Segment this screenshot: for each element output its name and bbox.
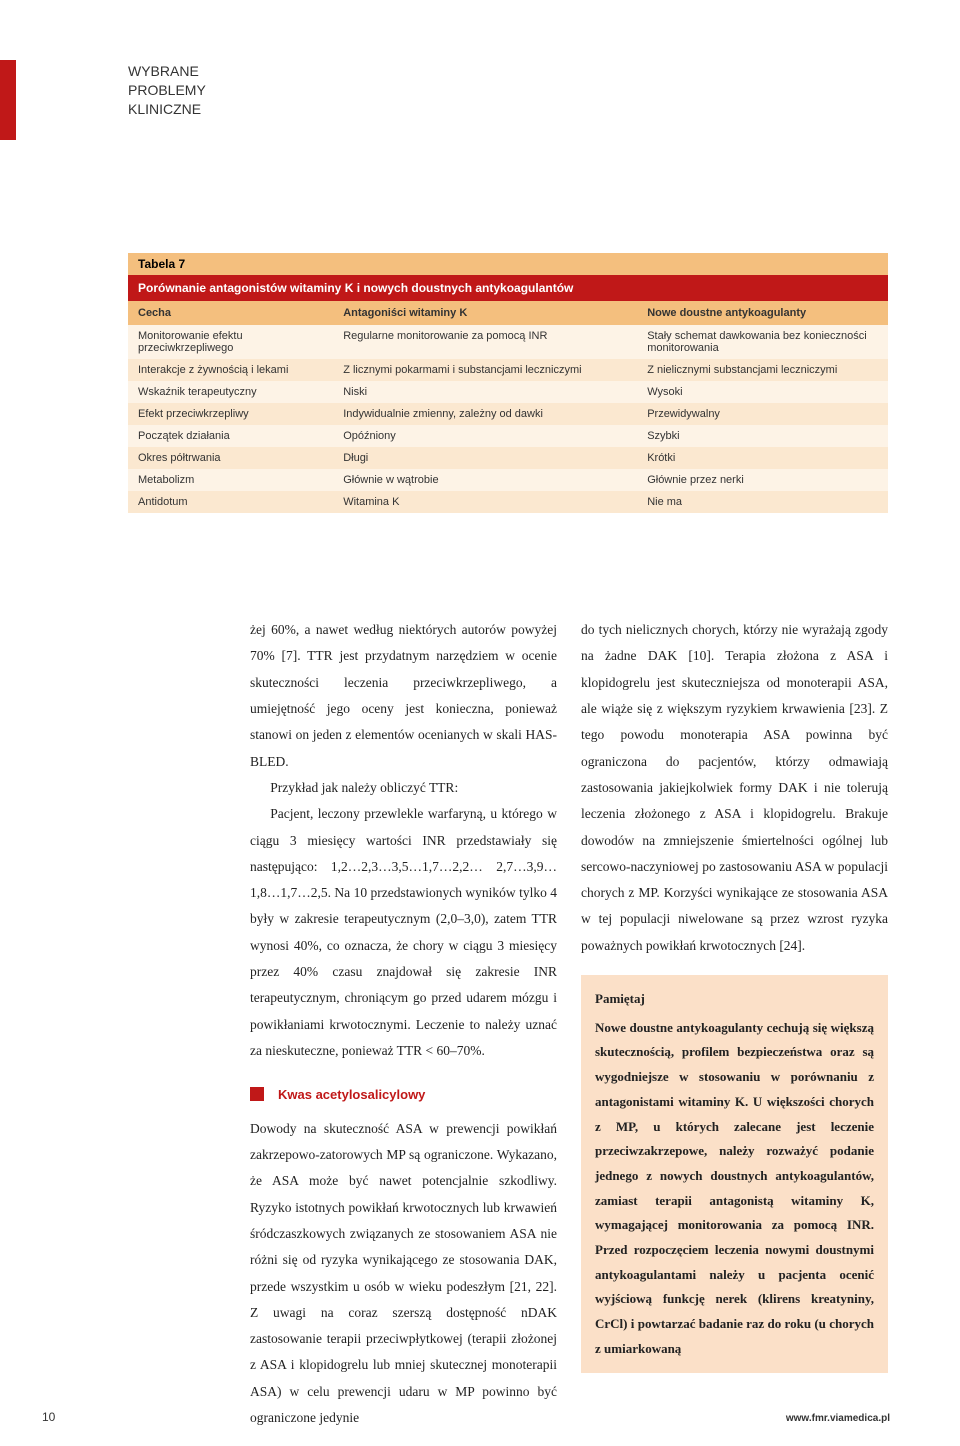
table-col-header: Cecha — [128, 301, 333, 325]
body-paragraph: Przykład jak należy obliczyć TTR: — [250, 775, 557, 801]
table-cell: Z nielicznymi substancjami leczniczymi — [637, 359, 888, 381]
table-col-header: Antagoniści witaminy K — [333, 301, 637, 325]
header-line-2: PROBLEMY — [128, 81, 206, 100]
table-header-row: Cecha Antagoniści witaminy K Nowe doustn… — [128, 301, 888, 325]
table-cell: Nie ma — [637, 491, 888, 513]
table-cell: Długi — [333, 447, 637, 469]
table-row: Wskaźnik terapeutycznyNiskiWysoki — [128, 381, 888, 403]
table-row: Początek działaniaOpóźnionySzybki — [128, 425, 888, 447]
table-cell: Okres półtrwania — [128, 447, 333, 469]
body-paragraph: do tych nielicznych chorych, którzy nie … — [581, 617, 888, 959]
table-cell: Regularne monitorowanie za pomocą INR — [333, 325, 637, 359]
table-cell: Głównie przez nerki — [637, 469, 888, 491]
table-cell: Niski — [333, 381, 637, 403]
table-cell: Stały schemat dawkowania bez koniecznośc… — [637, 325, 888, 359]
remember-body: Nowe doustne antykoagulanty cechują się … — [595, 1020, 874, 1356]
table-cell: Wskaźnik terapeutyczny — [128, 381, 333, 403]
header-line-1: WYBRANE — [128, 62, 206, 81]
section-header: WYBRANE PROBLEMY KLINICZNE — [128, 62, 206, 119]
accent-bar — [0, 60, 16, 140]
table-col-header: Nowe doustne antykoagulanty — [637, 301, 888, 325]
table-cell: Antidotum — [128, 491, 333, 513]
table-row: Interakcje z żywnością i lekamiZ licznym… — [128, 359, 888, 381]
table-cell: Indywidualnie zmienny, zależny od dawki — [333, 403, 637, 425]
table-cell: Metabolizm — [128, 469, 333, 491]
table-row: MetabolizmGłównie w wątrobieGłównie prze… — [128, 469, 888, 491]
comparison-table: Cecha Antagoniści witaminy K Nowe doustn… — [128, 301, 888, 513]
table-cell: Przewidywalny — [637, 403, 888, 425]
table-row: AntidotumWitamina KNie ma — [128, 491, 888, 513]
table-label: Tabela 7 — [128, 253, 888, 275]
table-cell: Efekt przeciwkrzepliwy — [128, 403, 333, 425]
footer-url: www.fmr.viamedica.pl — [786, 1413, 890, 1424]
table-cell: Wysoki — [637, 381, 888, 403]
body-col-right: do tych nielicznych chorych, którzy nie … — [581, 617, 888, 1431]
table-cell: Interakcje z żywnością i lekami — [128, 359, 333, 381]
table-cell: Początek działania — [128, 425, 333, 447]
table-row: Efekt przeciwkrzepliwyIndywidualnie zmie… — [128, 403, 888, 425]
table-cell: Monitorowanie efektu przeciwkrzepliwego — [128, 325, 333, 359]
table-cell: Opóźniony — [333, 425, 637, 447]
table-cell: Szybki — [637, 425, 888, 447]
table-cell: Z licznymi pokarmami i substancjami lecz… — [333, 359, 637, 381]
header-line-3: KLINICZNE — [128, 100, 206, 119]
remember-title: Pamiętaj — [595, 987, 874, 1012]
body-paragraph: żej 60%, a nawet według niektórych autor… — [250, 617, 557, 775]
table-row: Okres półtrwaniaDługiKrótki — [128, 447, 888, 469]
table-cell: Głównie w wątrobie — [333, 469, 637, 491]
table-7: Tabela 7 Porównanie antagonistów witamin… — [128, 253, 888, 513]
table-cell: Witamina K — [333, 491, 637, 513]
table-row: Monitorowanie efektu przeciwkrzepliwegoR… — [128, 325, 888, 359]
page-number: 10 — [42, 1410, 55, 1424]
remember-box: Pamiętaj Nowe doustne antykoagulanty cec… — [581, 975, 888, 1373]
body-col-left: żej 60%, a nawet według niektórych autor… — [250, 617, 557, 1431]
body-paragraph: Pacjent, leczony przewlekle warfaryną, u… — [250, 801, 557, 1064]
table-title: Porównanie antagonistów witaminy K i now… — [128, 275, 888, 301]
body-paragraph: Dowody na skuteczność ASA w prewencji po… — [250, 1116, 557, 1432]
table-cell: Krótki — [637, 447, 888, 469]
body-columns: żej 60%, a nawet według niektórych autor… — [250, 617, 888, 1431]
section-heading: Kwas acetylosalicylowy — [250, 1082, 557, 1107]
